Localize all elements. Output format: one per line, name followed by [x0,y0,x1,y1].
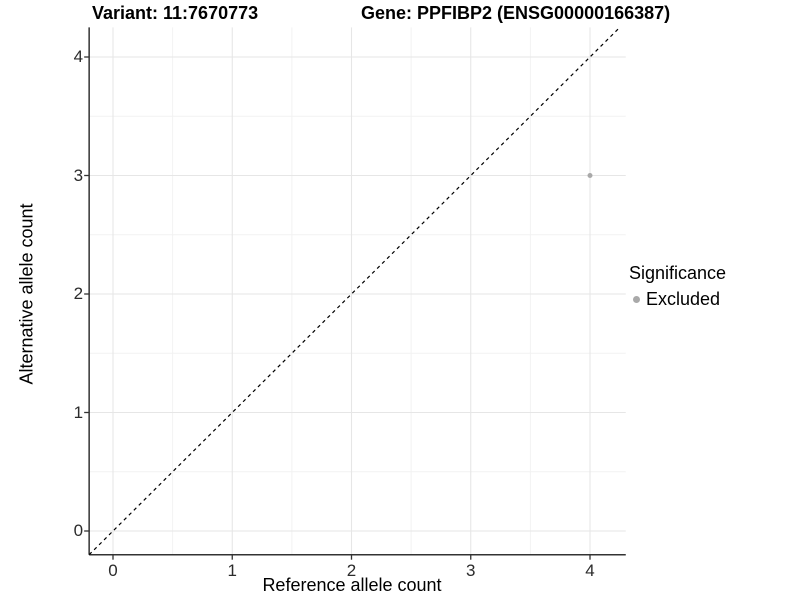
x-tick-label: 0 [108,560,118,580]
x-tick-label: 3 [466,560,476,580]
data-points [587,173,593,178]
legend: Significance Excluded [629,263,726,310]
y-axis-title: Alternative allele count [16,203,37,385]
y-tick-label: 4 [73,47,84,66]
x-tick-label: 2 [346,560,357,580]
x-axis-title: Reference allele count [262,575,442,595]
x-tick-label: 1 [227,560,237,580]
gridlines-major [89,27,626,555]
y-tick-label: 0 [73,521,84,540]
identity-line [88,26,621,556]
gridlines-minor [89,27,626,555]
y-tick-label: 3 [73,165,84,185]
plot-title-variant: Variant: 11:7670773 [92,3,259,23]
identity-dashed-line [88,26,621,556]
legend-entry-excluded: Excluded [629,289,726,310]
y-tick-label: 1 [73,402,84,422]
axis-lines [88,27,626,556]
legend-title: Significance [629,263,727,283]
legend-entry-label: Excluded [646,289,721,309]
legend-key-dot-icon [633,296,640,303]
y-tick-label: 2 [73,284,84,303]
x-tick-label: 4 [585,560,595,580]
plot-title-gene: Gene: PPFIBP2 (ENSG00000166387) [361,3,671,23]
data-point [587,173,593,178]
tick-marks [84,56,591,560]
